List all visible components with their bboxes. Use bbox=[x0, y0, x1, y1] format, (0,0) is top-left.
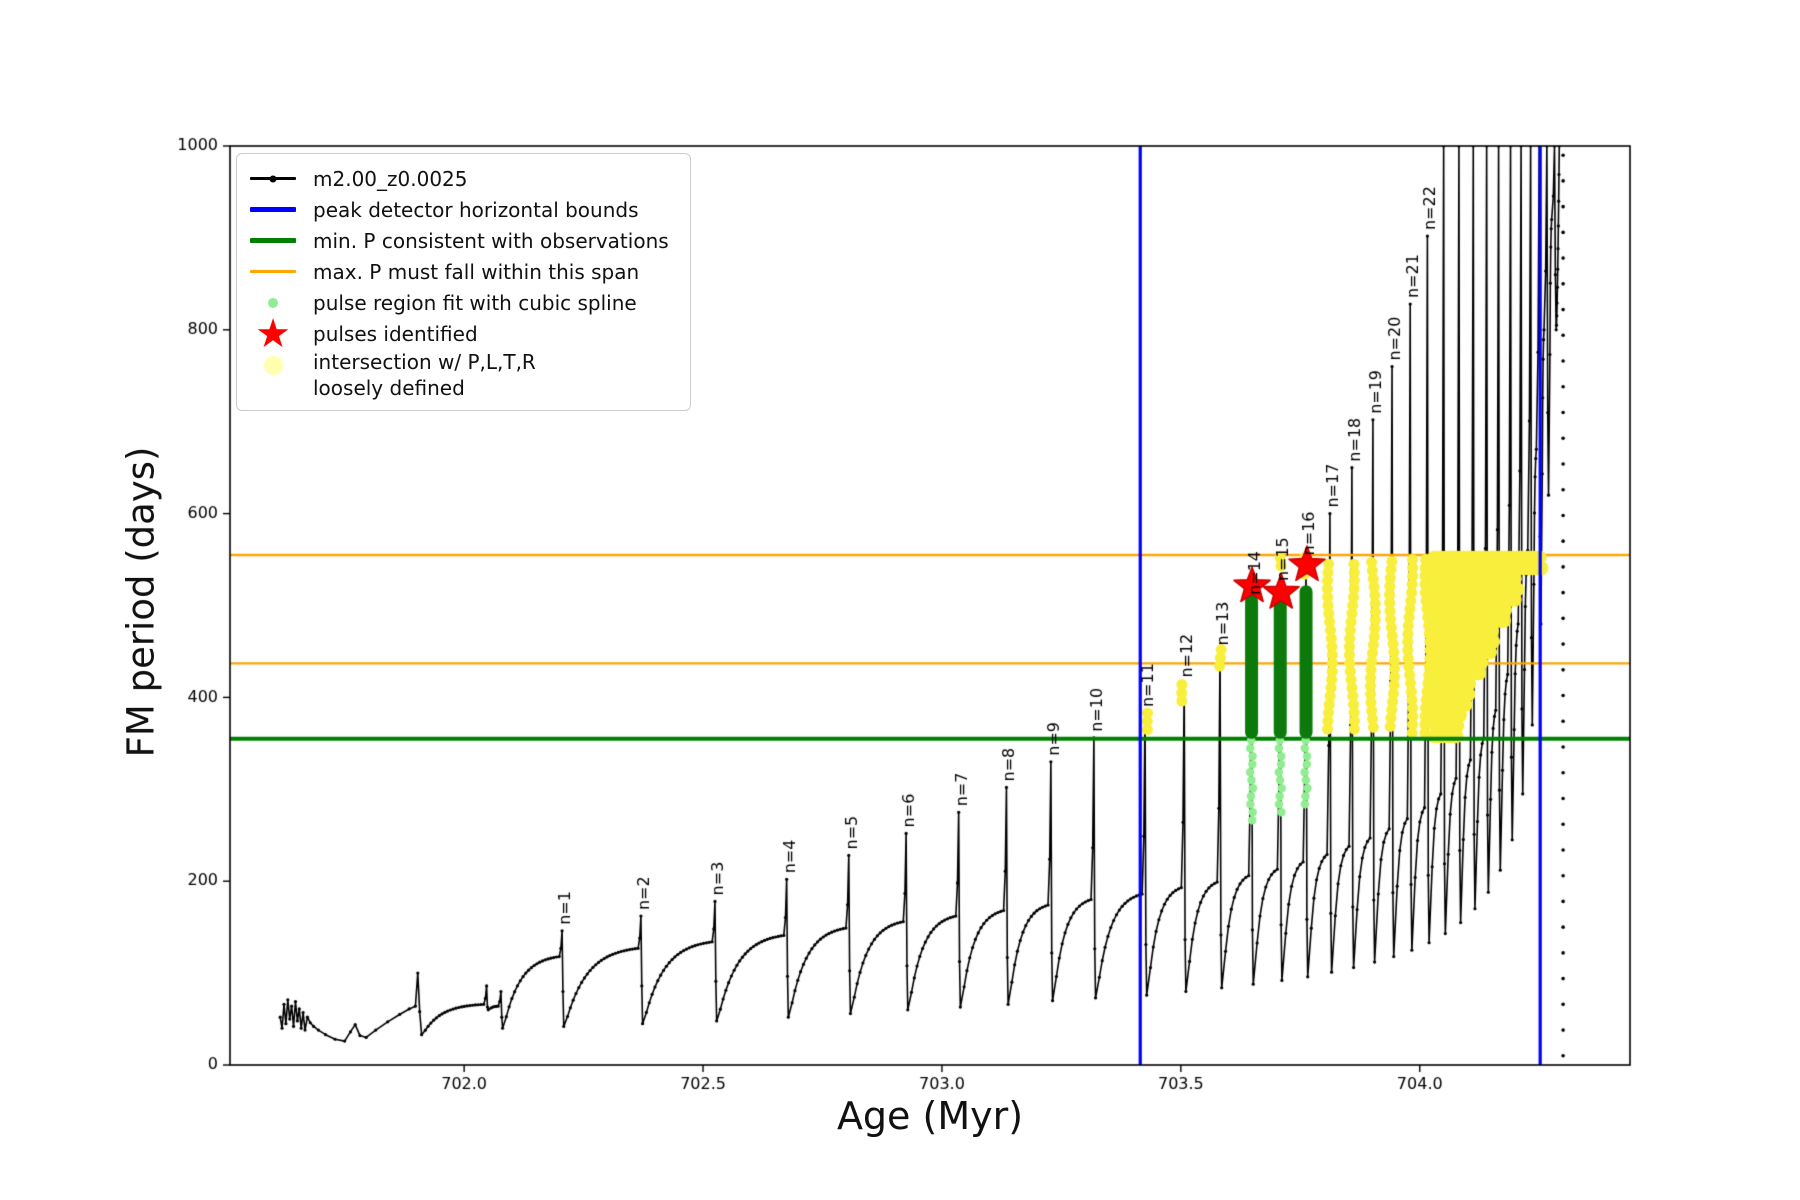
legend-item-series: m2.00_z0.0025 bbox=[249, 163, 678, 194]
legend-label-max-p: max. P must fall within this span bbox=[313, 259, 640, 284]
series-line-swatch bbox=[249, 168, 297, 190]
bounds-line-swatch bbox=[249, 199, 297, 221]
legend-item-peak-bounds: peak detector horizontal bounds bbox=[249, 194, 678, 225]
intersection-dot-swatch bbox=[249, 354, 297, 376]
pulse-star-icon: ★ bbox=[255, 310, 291, 357]
legend-label-pulses: pulses identified bbox=[313, 321, 478, 346]
spline-dot-swatch bbox=[249, 292, 297, 314]
legend-item-spline-fit: pulse region fit with cubic spline bbox=[249, 287, 678, 318]
legend-label-peak-bounds: peak detector horizontal bounds bbox=[313, 197, 639, 222]
legend-item-pulses: ★ pulses identified bbox=[249, 310, 678, 357]
x-axis-label: Age (Myr) bbox=[836, 1094, 1024, 1138]
legend-item-min-p: min. P consistent with observations bbox=[249, 225, 678, 256]
legend-item-intersection: intersection w/ P,L,T,R loosely defined bbox=[249, 349, 678, 401]
legend-item-max-p: max. P must fall within this span bbox=[249, 256, 678, 287]
legend-label-spline-fit: pulse region fit with cubic spline bbox=[313, 290, 637, 315]
min-p-line-swatch bbox=[249, 230, 297, 252]
legend-label-min-p: min. P consistent with observations bbox=[313, 228, 669, 253]
legend-label-series: m2.00_z0.0025 bbox=[313, 166, 468, 191]
max-p-line-swatch bbox=[249, 261, 297, 283]
legend-label-intersection: intersection w/ P,L,T,R loosely defined bbox=[313, 350, 536, 400]
legend: m2.00_z0.0025 peak detector horizontal b… bbox=[236, 153, 691, 411]
y-axis-label: FM period (days) bbox=[119, 446, 163, 758]
